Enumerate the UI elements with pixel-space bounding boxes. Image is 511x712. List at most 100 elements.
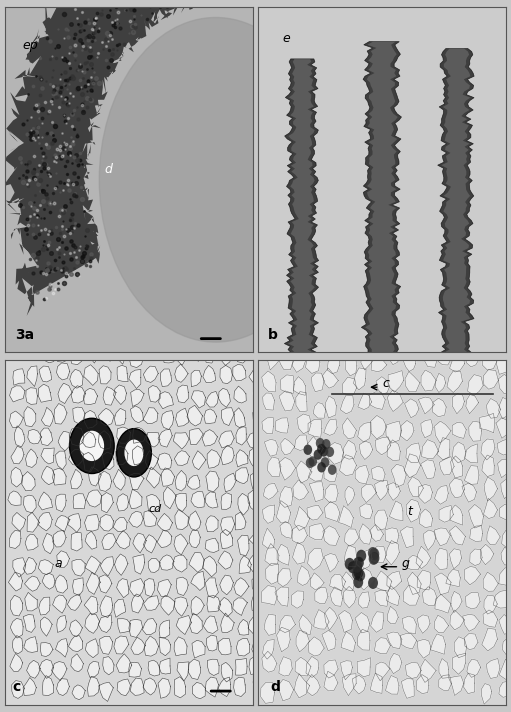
Polygon shape — [221, 408, 234, 426]
Polygon shape — [481, 684, 492, 704]
Polygon shape — [24, 407, 36, 426]
Polygon shape — [469, 422, 482, 441]
Polygon shape — [386, 586, 400, 606]
Polygon shape — [85, 614, 100, 634]
Polygon shape — [358, 567, 374, 590]
Polygon shape — [220, 347, 230, 365]
Polygon shape — [234, 677, 246, 696]
Polygon shape — [42, 573, 55, 590]
Polygon shape — [207, 449, 220, 468]
Polygon shape — [248, 490, 260, 512]
Polygon shape — [113, 345, 126, 365]
Polygon shape — [435, 548, 448, 570]
Polygon shape — [358, 422, 371, 442]
Polygon shape — [27, 366, 37, 387]
Polygon shape — [174, 637, 187, 656]
Polygon shape — [435, 373, 446, 392]
Polygon shape — [205, 515, 218, 532]
Polygon shape — [261, 683, 274, 703]
Polygon shape — [102, 533, 116, 550]
Polygon shape — [129, 370, 141, 389]
Polygon shape — [26, 343, 37, 359]
Ellipse shape — [317, 462, 326, 473]
Polygon shape — [262, 585, 277, 605]
Polygon shape — [57, 363, 69, 380]
Polygon shape — [85, 639, 98, 658]
Polygon shape — [143, 619, 157, 635]
Polygon shape — [144, 511, 157, 526]
Circle shape — [99, 18, 332, 342]
Polygon shape — [483, 498, 498, 518]
Polygon shape — [370, 612, 383, 632]
Polygon shape — [342, 572, 355, 590]
Text: b: b — [268, 328, 278, 342]
Polygon shape — [249, 656, 261, 674]
Polygon shape — [87, 676, 100, 696]
Polygon shape — [340, 395, 354, 414]
Polygon shape — [406, 499, 421, 523]
Polygon shape — [116, 446, 128, 465]
Ellipse shape — [368, 553, 379, 565]
Polygon shape — [499, 567, 511, 587]
Polygon shape — [206, 635, 217, 651]
Polygon shape — [375, 571, 392, 591]
Polygon shape — [324, 501, 340, 521]
Polygon shape — [309, 523, 325, 540]
Polygon shape — [10, 595, 22, 616]
PathPatch shape — [437, 48, 474, 352]
Polygon shape — [144, 535, 157, 553]
Polygon shape — [324, 485, 338, 503]
Polygon shape — [236, 639, 250, 656]
Polygon shape — [417, 639, 431, 659]
Polygon shape — [143, 366, 158, 382]
Text: c: c — [382, 377, 389, 390]
Polygon shape — [352, 675, 366, 694]
Polygon shape — [73, 407, 85, 424]
Polygon shape — [279, 457, 295, 481]
Polygon shape — [482, 628, 497, 651]
Polygon shape — [292, 543, 306, 564]
Polygon shape — [371, 466, 385, 481]
Polygon shape — [434, 486, 448, 504]
Polygon shape — [419, 397, 434, 414]
Polygon shape — [58, 431, 69, 451]
Polygon shape — [482, 352, 497, 370]
Polygon shape — [69, 370, 83, 388]
Polygon shape — [235, 512, 246, 530]
Polygon shape — [252, 575, 264, 593]
Polygon shape — [99, 431, 111, 449]
Ellipse shape — [353, 557, 363, 569]
Polygon shape — [159, 555, 174, 570]
Polygon shape — [26, 387, 37, 404]
Polygon shape — [296, 392, 307, 412]
Ellipse shape — [317, 444, 326, 454]
Ellipse shape — [369, 552, 380, 564]
Polygon shape — [262, 505, 275, 523]
Polygon shape — [326, 396, 336, 418]
Polygon shape — [71, 469, 82, 489]
Polygon shape — [371, 546, 386, 562]
Polygon shape — [385, 540, 399, 565]
Polygon shape — [253, 510, 265, 531]
Polygon shape — [403, 585, 420, 605]
Polygon shape — [307, 674, 320, 696]
Polygon shape — [482, 455, 494, 476]
Polygon shape — [502, 636, 511, 655]
Polygon shape — [10, 654, 22, 671]
Polygon shape — [8, 491, 21, 506]
Polygon shape — [468, 375, 483, 395]
Polygon shape — [451, 591, 462, 612]
Polygon shape — [40, 345, 54, 363]
Polygon shape — [277, 544, 290, 565]
Polygon shape — [71, 533, 82, 551]
Polygon shape — [480, 414, 495, 433]
Polygon shape — [279, 615, 295, 632]
Polygon shape — [191, 571, 204, 590]
Polygon shape — [450, 610, 464, 630]
Polygon shape — [338, 610, 353, 632]
Polygon shape — [38, 560, 53, 575]
Ellipse shape — [354, 557, 364, 569]
Polygon shape — [221, 662, 233, 682]
Polygon shape — [187, 405, 202, 426]
Polygon shape — [84, 596, 98, 615]
